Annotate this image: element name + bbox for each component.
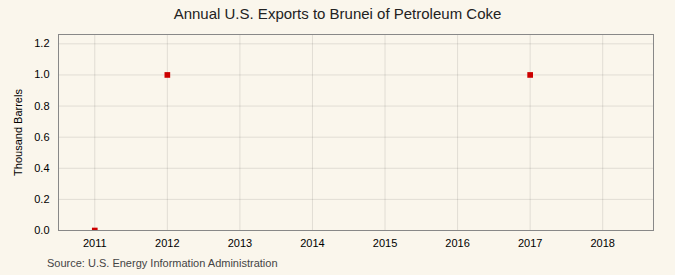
svg-text:2011: 2011 bbox=[83, 237, 107, 249]
svg-text:2016: 2016 bbox=[445, 237, 469, 249]
svg-text:1.2: 1.2 bbox=[34, 37, 49, 49]
html-text:Source: U.S. Energy Informatio: Source: U.S. Energy Information Administ… bbox=[47, 257, 278, 269]
svg-text:2015: 2015 bbox=[373, 237, 397, 249]
svg-text:2014: 2014 bbox=[300, 237, 324, 249]
svg-text:0.2: 0.2 bbox=[34, 193, 49, 205]
svg-text:2013: 2013 bbox=[228, 237, 252, 249]
svg-text:Thousand Barrels: Thousand Barrels bbox=[12, 89, 24, 176]
svg-text:1.0: 1.0 bbox=[34, 68, 49, 80]
html-text:Annual U.S. Exports to Brunei: Annual U.S. Exports to Brunei of Petrole… bbox=[173, 5, 502, 22]
svg-text:2018: 2018 bbox=[590, 237, 614, 249]
svg-text:2012: 2012 bbox=[155, 237, 179, 249]
svg-text:0.8: 0.8 bbox=[34, 100, 49, 112]
svg-text:0.4: 0.4 bbox=[34, 162, 49, 174]
svg-text:0.6: 0.6 bbox=[34, 131, 49, 143]
svg-text:2017: 2017 bbox=[518, 237, 542, 249]
svg-text:0.0: 0.0 bbox=[34, 224, 49, 236]
